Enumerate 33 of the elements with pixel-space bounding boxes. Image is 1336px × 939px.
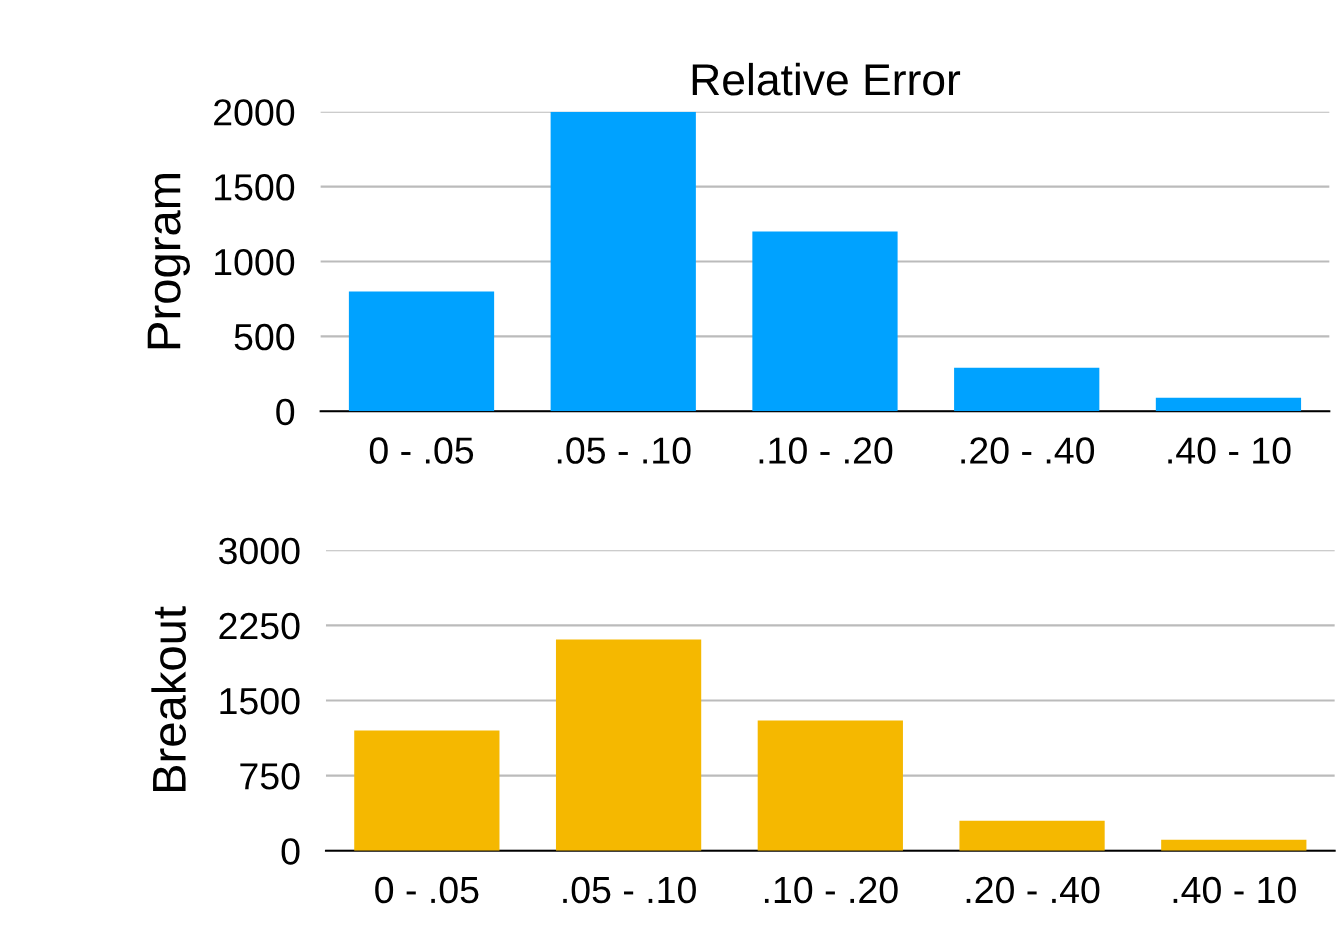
x-tick-label: 0 - .05 <box>375 876 479 904</box>
bar <box>959 820 1105 851</box>
y-tick-label: 2250 <box>219 612 300 640</box>
y-tick-label: 1500 <box>215 174 295 201</box>
y-tick-label: 2000 <box>214 99 295 126</box>
chart-title: Relative Error <box>692 62 961 96</box>
x-tick-label: .05 - .10 <box>557 437 691 464</box>
bar <box>752 231 898 412</box>
x-tick-label: .20 - .40 <box>961 437 1095 464</box>
bar <box>954 367 1100 412</box>
x-tick-label: .05 - .10 <box>563 876 696 904</box>
x-tick-label: .20 - .40 <box>966 876 1100 904</box>
y-tick-label: 0 <box>276 398 295 426</box>
x-tick-label: .40 - 10 <box>1173 876 1296 904</box>
x-tick-label: 0 - .05 <box>369 437 474 464</box>
bar <box>1161 839 1307 851</box>
x-tick-label: .40 - 10 <box>1168 437 1291 464</box>
bar <box>555 639 702 851</box>
y-axis-title: Breakout <box>151 606 187 792</box>
y-tick-label: 1500 <box>220 687 300 715</box>
x-tick-label: .10 - .20 <box>759 437 893 464</box>
x-tick-label: .10 - .20 <box>764 876 898 904</box>
y-tick-label: 500 <box>234 323 295 351</box>
y-tick-label: 750 <box>240 763 300 790</box>
bar <box>757 720 903 851</box>
bar <box>348 291 495 412</box>
y-tick-label: 3000 <box>219 537 300 565</box>
bar <box>354 730 500 851</box>
bar <box>1155 397 1302 412</box>
y-tick-label: 1000 <box>215 248 295 276</box>
y-axis-title: Program <box>147 174 190 349</box>
y-tick-label: 0 <box>281 838 300 865</box>
bar <box>550 111 696 412</box>
